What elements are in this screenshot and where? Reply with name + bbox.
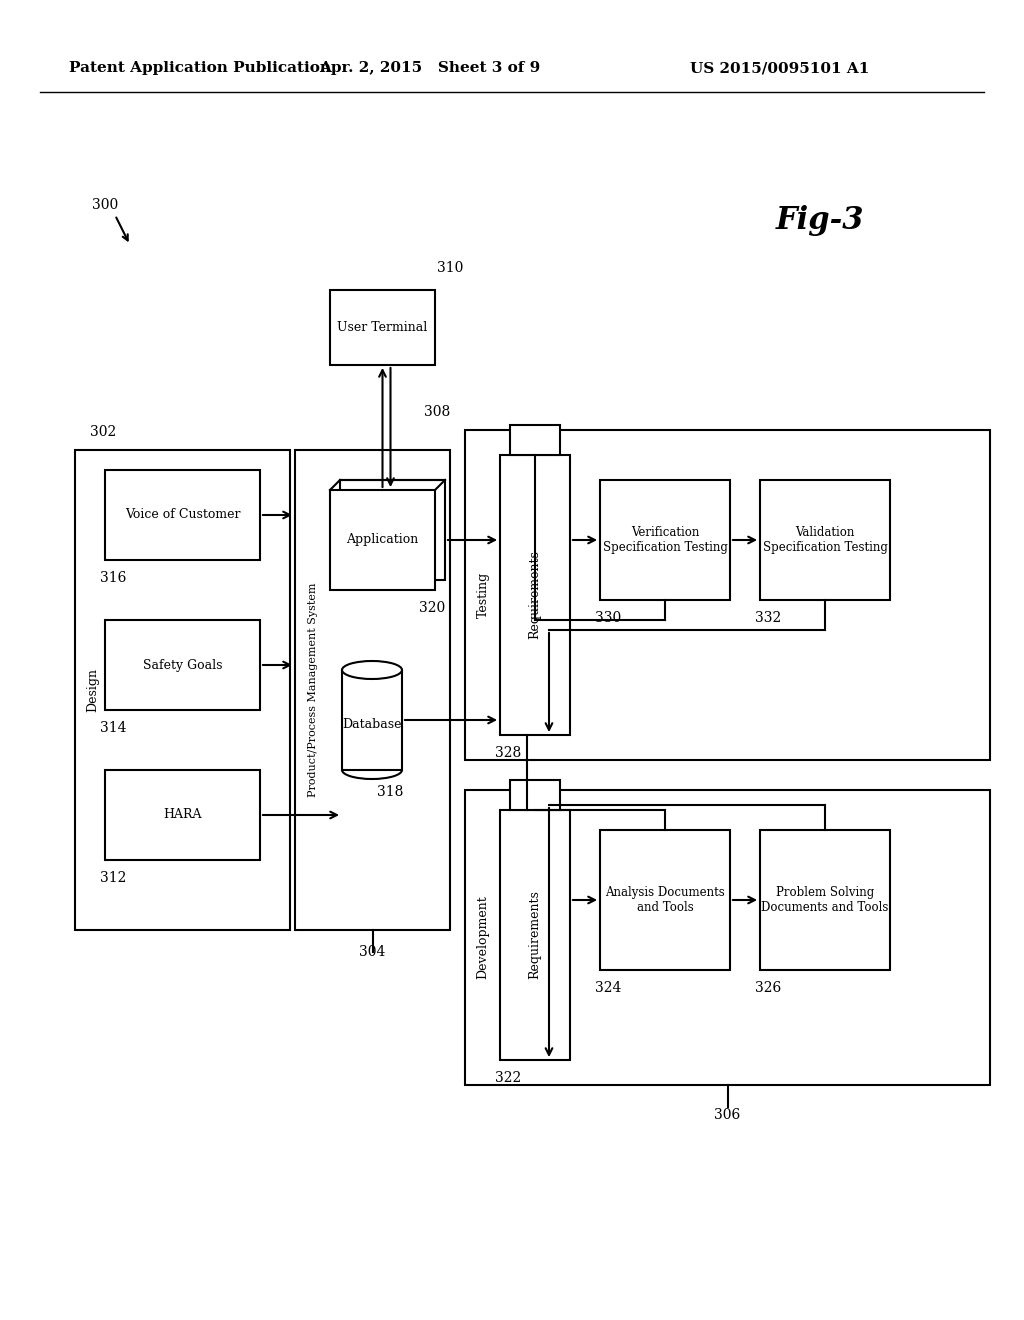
Text: Requirements: Requirements — [528, 550, 542, 639]
Text: Application: Application — [346, 533, 419, 546]
Bar — [330, 490, 435, 590]
Text: 314: 314 — [100, 721, 127, 735]
Bar — [105, 470, 260, 560]
Bar — [105, 620, 260, 710]
Text: 318: 318 — [377, 785, 403, 799]
Bar — [600, 480, 730, 601]
Bar — [600, 830, 730, 970]
Text: 320: 320 — [419, 601, 445, 615]
Text: 316: 316 — [100, 572, 126, 585]
Bar — [342, 671, 402, 770]
Text: Requirements: Requirements — [528, 891, 542, 979]
Text: 330: 330 — [595, 611, 622, 624]
Text: 324: 324 — [595, 981, 622, 995]
Bar — [760, 830, 890, 970]
Text: User Terminal: User Terminal — [337, 321, 428, 334]
Text: Design: Design — [86, 668, 99, 711]
Bar — [760, 480, 890, 601]
Text: Analysis Documents
and Tools: Analysis Documents and Tools — [605, 886, 725, 913]
Text: Development: Development — [476, 896, 489, 979]
Text: 332: 332 — [755, 611, 781, 624]
Bar — [105, 770, 260, 861]
Text: Product/Process Management System: Product/Process Management System — [308, 582, 318, 797]
Text: Voice of Customer: Voice of Customer — [125, 508, 241, 521]
Text: HARA: HARA — [163, 808, 202, 821]
Text: Safety Goals: Safety Goals — [142, 659, 222, 672]
Text: Apr. 2, 2015   Sheet 3 of 9: Apr. 2, 2015 Sheet 3 of 9 — [319, 61, 541, 75]
Text: Patent Application Publication: Patent Application Publication — [69, 61, 331, 75]
Text: 310: 310 — [437, 261, 464, 275]
Text: 304: 304 — [359, 945, 386, 960]
Text: 326: 326 — [755, 981, 781, 995]
Text: Validation
Specification Testing: Validation Specification Testing — [763, 525, 888, 554]
Bar — [510, 425, 560, 455]
Bar — [75, 450, 290, 931]
Text: Fig-3: Fig-3 — [776, 205, 864, 235]
Text: 306: 306 — [715, 1107, 740, 1122]
Text: 322: 322 — [495, 1071, 521, 1085]
Text: Database: Database — [342, 718, 401, 731]
Bar — [500, 455, 570, 735]
Bar — [340, 480, 445, 579]
Bar — [295, 450, 450, 931]
Text: Problem Solving
Documents and Tools: Problem Solving Documents and Tools — [761, 886, 889, 913]
Text: Testing: Testing — [476, 572, 489, 618]
Bar — [500, 810, 570, 1060]
Bar — [510, 780, 560, 810]
Bar — [465, 789, 990, 1085]
Text: 308: 308 — [424, 405, 450, 418]
Text: Verification
Specification Testing: Verification Specification Testing — [602, 525, 727, 554]
Bar — [465, 430, 990, 760]
Text: US 2015/0095101 A1: US 2015/0095101 A1 — [690, 61, 869, 75]
Text: 302: 302 — [90, 425, 117, 440]
Text: 328: 328 — [495, 746, 521, 760]
Bar — [330, 290, 435, 366]
Text: 300: 300 — [92, 198, 118, 213]
Text: 312: 312 — [100, 871, 126, 884]
Ellipse shape — [342, 661, 402, 678]
